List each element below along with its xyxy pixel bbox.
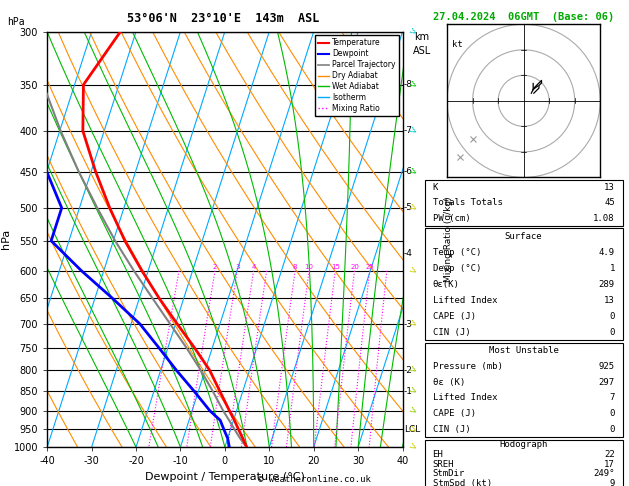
Text: >: > — [407, 264, 419, 277]
Text: SREH: SREH — [433, 460, 454, 469]
Text: 3: 3 — [235, 264, 240, 270]
Text: >: > — [407, 318, 419, 330]
Text: >: > — [407, 165, 419, 178]
Text: 1: 1 — [610, 264, 615, 273]
Text: 4: 4 — [252, 264, 256, 270]
Text: >: > — [407, 384, 419, 398]
Text: >: > — [407, 78, 419, 91]
Text: CAPE (J): CAPE (J) — [433, 312, 476, 321]
Text: 7: 7 — [610, 393, 615, 402]
Text: 15: 15 — [331, 264, 340, 270]
Text: Temp (°C): Temp (°C) — [433, 248, 481, 257]
Text: 17: 17 — [604, 460, 615, 469]
Text: 13: 13 — [604, 183, 615, 192]
Text: Hodograph: Hodograph — [499, 440, 548, 449]
Legend: Temperature, Dewpoint, Parcel Trajectory, Dry Adiabat, Wet Adiabat, Isotherm, Mi: Temperature, Dewpoint, Parcel Trajectory… — [314, 35, 399, 116]
Text: CAPE (J): CAPE (J) — [433, 409, 476, 418]
Text: 53°06'N  23°10'E  143m  ASL: 53°06'N 23°10'E 143m ASL — [127, 12, 320, 25]
Text: km: km — [415, 32, 430, 42]
Text: K: K — [433, 183, 438, 192]
Text: 289: 289 — [599, 280, 615, 289]
Text: CIN (J): CIN (J) — [433, 425, 470, 434]
Text: ASL: ASL — [413, 46, 431, 56]
Text: StmDir: StmDir — [433, 469, 465, 478]
Text: Lifted Index: Lifted Index — [433, 393, 497, 402]
Text: 45: 45 — [604, 198, 615, 208]
Text: 0: 0 — [610, 312, 615, 321]
Text: 2: 2 — [213, 264, 218, 270]
Text: -1: -1 — [404, 386, 413, 396]
Text: >: > — [407, 441, 419, 453]
Text: -5: -5 — [404, 204, 413, 212]
Text: 297: 297 — [599, 378, 615, 387]
X-axis label: Dewpoint / Temperature (°C): Dewpoint / Temperature (°C) — [145, 472, 305, 482]
Text: -6: -6 — [404, 167, 413, 176]
Text: θε(K): θε(K) — [433, 280, 459, 289]
Text: © weatheronline.co.uk: © weatheronline.co.uk — [258, 474, 371, 484]
Text: 1.08: 1.08 — [593, 214, 615, 223]
Text: CIN (J): CIN (J) — [433, 328, 470, 337]
Text: >: > — [407, 25, 419, 38]
Text: Surface: Surface — [505, 232, 542, 241]
Text: 0: 0 — [610, 425, 615, 434]
Text: >: > — [407, 364, 419, 377]
Text: LCL: LCL — [404, 425, 420, 434]
Text: 22: 22 — [604, 450, 615, 459]
Text: -7: -7 — [404, 126, 413, 136]
Text: 13: 13 — [604, 296, 615, 305]
Text: -2: -2 — [404, 365, 413, 375]
Text: 25: 25 — [365, 264, 374, 270]
Text: 0: 0 — [610, 409, 615, 418]
Text: 8: 8 — [293, 264, 298, 270]
Text: -3: -3 — [404, 319, 413, 329]
Text: >: > — [407, 124, 419, 137]
Text: 10: 10 — [304, 264, 314, 270]
Text: θε (K): θε (K) — [433, 378, 465, 387]
Text: Dewp (°C): Dewp (°C) — [433, 264, 481, 273]
Text: StmSpd (kt): StmSpd (kt) — [433, 479, 492, 486]
Text: Pressure (mb): Pressure (mb) — [433, 362, 503, 371]
Text: 4.9: 4.9 — [599, 248, 615, 257]
Text: 0: 0 — [610, 328, 615, 337]
Text: >: > — [407, 404, 419, 417]
Text: >: > — [407, 423, 419, 436]
Text: kt: kt — [452, 40, 463, 49]
Text: 20: 20 — [350, 264, 359, 270]
Text: EH: EH — [433, 450, 443, 459]
Y-axis label: hPa: hPa — [1, 229, 11, 249]
Text: 27.04.2024  06GMT  (Base: 06): 27.04.2024 06GMT (Base: 06) — [433, 12, 615, 22]
Text: Mixing Ratio (g/kg): Mixing Ratio (g/kg) — [444, 196, 454, 282]
Text: 9: 9 — [610, 479, 615, 486]
Text: Totals Totals: Totals Totals — [433, 198, 503, 208]
Text: hPa: hPa — [8, 17, 25, 27]
Text: Most Unstable: Most Unstable — [489, 346, 559, 355]
Text: 925: 925 — [599, 362, 615, 371]
Text: 249°: 249° — [593, 469, 615, 478]
Text: -4: -4 — [404, 249, 413, 258]
Text: PW (cm): PW (cm) — [433, 214, 470, 223]
Text: >: > — [407, 202, 419, 214]
Text: -8: -8 — [404, 80, 413, 89]
Text: Lifted Index: Lifted Index — [433, 296, 497, 305]
